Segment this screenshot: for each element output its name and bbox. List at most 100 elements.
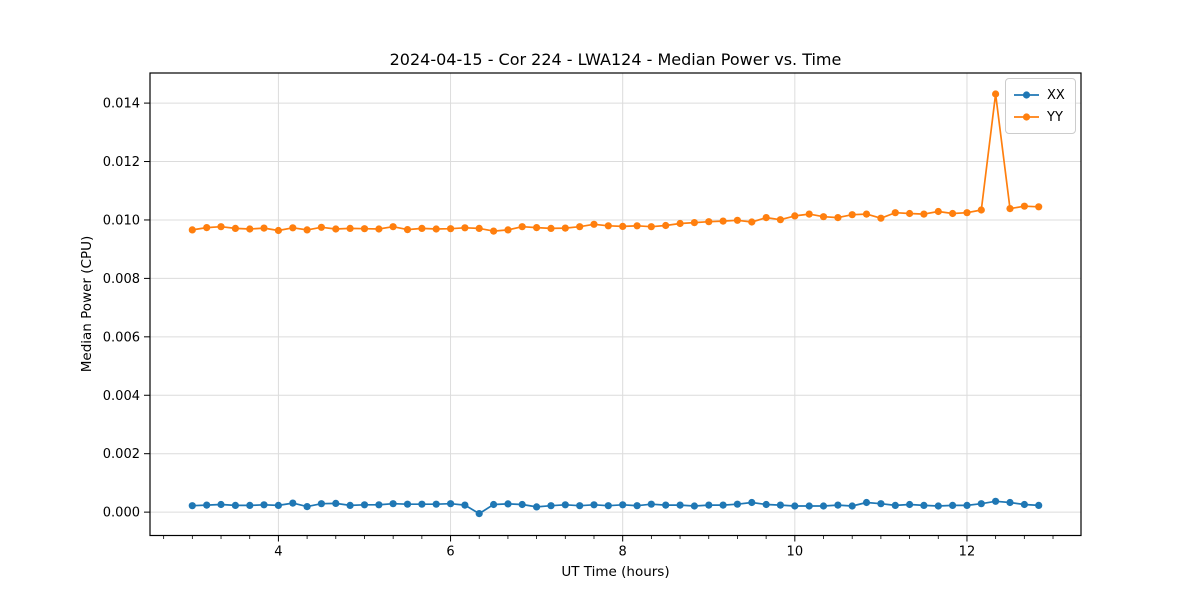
data-point-yy — [1035, 203, 1043, 211]
data-point-xx — [274, 501, 282, 509]
data-point-yy — [877, 214, 885, 222]
data-point-yy — [662, 221, 670, 230]
y-tick-label: 0.012 — [103, 155, 140, 170]
data-point-xx — [762, 500, 770, 509]
data-point-xx — [963, 501, 971, 509]
data-point-yy — [246, 225, 254, 233]
data-point-yy — [403, 226, 412, 234]
data-point-yy — [891, 209, 899, 217]
data-point-yy — [432, 225, 440, 233]
data-point-xx — [977, 500, 985, 508]
data-point-yy — [719, 217, 727, 225]
legend-label-xx: XX — [1047, 87, 1065, 103]
data-point-xx — [504, 500, 512, 508]
data-point-yy — [862, 210, 871, 218]
y-tick-label: 0.010 — [103, 213, 140, 228]
y-tick-label: 0.000 — [103, 506, 140, 521]
data-point-yy — [533, 224, 541, 232]
data-point-yy — [389, 223, 397, 231]
data-point-xx — [748, 498, 756, 507]
data-point-yy — [791, 212, 799, 220]
legend-label-yy: YY — [1047, 109, 1063, 125]
y-tick-label: 0.004 — [103, 389, 140, 404]
data-point-xx — [862, 498, 871, 507]
data-point-yy — [676, 219, 684, 228]
data-point-yy — [748, 218, 756, 226]
data-point-xx — [403, 500, 412, 508]
plot-frame — [149, 72, 1082, 537]
data-point-xx — [719, 501, 727, 509]
data-point-yy — [604, 222, 612, 230]
data-point-xx — [332, 499, 340, 507]
data-point-yy — [834, 214, 842, 222]
data-point-yy — [547, 224, 555, 232]
data-point-xx — [877, 500, 885, 508]
data-point-xx — [217, 500, 225, 509]
data-point-xx — [231, 501, 239, 509]
data-point-xx — [690, 502, 699, 510]
x-tick-label: 12 — [959, 545, 976, 560]
data-point-yy — [619, 222, 627, 230]
data-point-yy — [231, 224, 239, 232]
data-point-yy — [633, 222, 641, 230]
data-point-yy — [447, 225, 455, 233]
data-point-xx — [188, 502, 196, 510]
data-point-xx — [1035, 501, 1043, 509]
data-point-xx — [848, 502, 856, 510]
data-point-yy — [346, 224, 354, 232]
data-point-xx — [303, 503, 311, 511]
data-point-xx — [791, 502, 799, 510]
data-point-xx — [633, 502, 641, 510]
data-point-yy — [303, 226, 311, 234]
data-point-xx — [920, 501, 928, 509]
data-point-xx — [934, 502, 942, 510]
data-point-yy — [375, 225, 383, 233]
data-point-xx — [834, 501, 842, 509]
data-point-xx — [375, 501, 383, 509]
legend-marker-xx — [1014, 91, 1039, 99]
data-point-xx — [805, 502, 813, 510]
x-tick-label: 8 — [619, 545, 627, 560]
data-point-yy — [360, 225, 369, 233]
data-point-xx — [590, 501, 598, 509]
data-point-yy — [690, 219, 699, 227]
data-point-yy — [762, 214, 770, 222]
data-point-yy — [217, 223, 225, 231]
data-point-yy — [949, 209, 957, 218]
data-point-xx — [619, 501, 627, 509]
data-point-yy — [906, 209, 914, 218]
data-point-yy — [776, 216, 785, 224]
data-point-xx — [819, 502, 828, 510]
series-line-yy — [192, 93, 1039, 232]
data-point-xx — [461, 501, 469, 509]
data-point-xx — [604, 502, 612, 510]
data-point-xx — [260, 501, 268, 509]
data-point-xx — [1006, 498, 1014, 507]
data-point-xx — [705, 501, 713, 509]
data-point-yy — [504, 226, 512, 234]
data-point-xx — [246, 501, 254, 509]
data-point-yy — [188, 226, 196, 234]
data-point-yy — [705, 218, 713, 226]
data-point-xx — [949, 501, 957, 509]
data-point-yy — [274, 226, 282, 235]
data-point-yy — [317, 223, 325, 231]
data-point-yy — [848, 211, 856, 219]
x-tick-label: 6 — [446, 545, 454, 560]
x-tick-label: 10 — [787, 545, 804, 560]
data-point-xx — [490, 500, 498, 509]
data-point-xx — [662, 501, 670, 509]
data-point-yy — [260, 224, 268, 232]
data-point-yy — [590, 220, 598, 228]
data-point-xx — [647, 500, 655, 508]
data-point-yy — [289, 224, 297, 232]
legend-marker-yy — [1014, 113, 1039, 121]
y-tick-label: 0.002 — [103, 447, 140, 462]
data-point-yy — [992, 90, 1000, 98]
data-point-yy — [934, 207, 942, 216]
data-point-yy — [461, 224, 469, 232]
y-tick-label: 0.006 — [103, 330, 140, 345]
data-point-xx — [289, 499, 297, 507]
